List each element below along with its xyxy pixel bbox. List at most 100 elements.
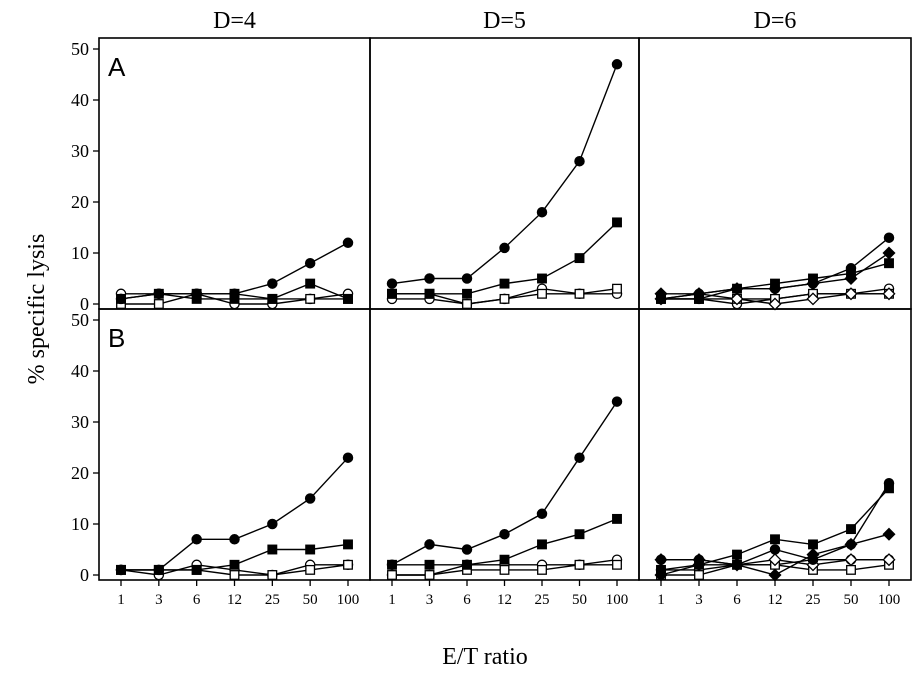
y-tick-label: 50	[71, 39, 89, 59]
data-point-filled-diamond	[882, 246, 896, 260]
data-point-filled-square	[153, 288, 164, 299]
column-title: D=5	[483, 8, 526, 34]
panel-frame	[98, 37, 371, 310]
data-point-filled-square	[537, 539, 547, 550]
x-tick-label: 6	[463, 592, 471, 608]
data-point-filled-diamond	[730, 558, 744, 572]
column-title: D=6	[754, 8, 797, 34]
data-point-filled-square	[153, 564, 164, 575]
x-tick-label: 50	[844, 592, 859, 608]
data-point-open-square	[267, 570, 278, 580]
data-point-filled-square	[424, 559, 435, 570]
data-point-filled-circle	[342, 237, 354, 249]
x-tick-label: 50	[572, 592, 587, 608]
data-point-filled-square	[770, 534, 780, 545]
data-point-filled-circle	[267, 518, 278, 530]
panel-letter: B	[108, 323, 125, 353]
x-tick-label: 1	[388, 592, 396, 608]
x-tick-label: 1	[117, 592, 125, 608]
y-axis-title: % specific lysis	[24, 234, 50, 385]
data-point-open-square	[462, 299, 472, 309]
data-point-filled-circle	[655, 554, 667, 565]
data-point-filled-square	[191, 293, 202, 304]
data-point-filled-square	[229, 559, 240, 570]
panel-B-D=5	[386, 396, 623, 581]
data-point-open-square	[537, 564, 547, 575]
data-point-filled-square	[116, 564, 126, 575]
data-point-filled-square	[612, 217, 622, 228]
data-point-filled-circle	[229, 534, 240, 545]
data-point-filled-circle	[499, 528, 510, 540]
data-point-filled-diamond	[768, 282, 782, 296]
x-tick-label: 100	[606, 592, 629, 608]
data-point-filled-square	[846, 524, 856, 535]
series-line-filled-circle	[391, 401, 618, 566]
data-point-filled-diamond	[844, 271, 858, 286]
x-tick-label: 1	[657, 592, 665, 608]
data-point-filled-diamond	[692, 287, 706, 301]
data-point-filled-square	[808, 539, 818, 550]
y-tick-label: 30	[71, 412, 89, 432]
data-point-open-square	[153, 299, 164, 309]
data-point-filled-square	[462, 559, 472, 570]
data-point-open-diamond	[806, 292, 820, 306]
data-point-filled-circle	[267, 278, 278, 289]
data-point-open-square	[229, 570, 240, 580]
x-tick-label: 25	[265, 592, 280, 608]
panel-B-D=4	[115, 452, 354, 581]
data-point-filled-circle	[424, 273, 435, 284]
data-point-filled-circle	[304, 493, 316, 504]
data-point-filled-square	[387, 559, 397, 570]
panel-A-D=5	[386, 59, 623, 310]
data-point-filled-circle	[536, 206, 548, 218]
x-tick-label: 25	[806, 592, 821, 608]
panel-A-D=6	[654, 232, 896, 311]
data-point-open-square	[387, 570, 397, 580]
data-point-open-diamond	[844, 553, 858, 567]
panel-B-D=6	[654, 477, 896, 582]
data-point-open-square	[846, 564, 856, 575]
data-point-open-diamond	[768, 553, 782, 567]
data-point-filled-diamond	[806, 548, 820, 562]
x-tick-label: 50	[303, 592, 318, 608]
data-point-filled-square	[191, 564, 202, 575]
panel-letter: A	[108, 52, 126, 82]
y-tick-label: 30	[71, 141, 89, 161]
data-point-filled-diamond	[654, 568, 668, 582]
data-point-open-diamond	[730, 292, 744, 306]
data-point-filled-circle	[883, 232, 895, 243]
data-point-filled-square	[499, 554, 510, 565]
data-point-open-diamond	[882, 287, 896, 301]
data-point-open-square	[499, 564, 510, 575]
y-tick-label: 10	[71, 243, 89, 263]
y-tick-label: 40	[71, 361, 89, 381]
data-point-filled-square	[343, 293, 353, 304]
data-point-filled-diamond	[882, 527, 896, 541]
y-tick-label: 40	[71, 90, 89, 110]
data-point-open-square	[305, 293, 316, 304]
data-point-filled-square	[116, 293, 126, 304]
data-point-open-square	[499, 293, 510, 304]
data-point-filled-square	[267, 544, 278, 555]
data-point-filled-square	[424, 288, 435, 299]
x-tick-label: 6	[193, 592, 201, 608]
data-point-filled-square	[229, 293, 240, 304]
data-point-filled-square	[305, 544, 316, 555]
data-point-filled-diamond	[844, 537, 858, 551]
data-point-filled-diamond	[692, 558, 706, 572]
data-point-open-square	[574, 288, 585, 299]
data-point-filled-circle	[461, 544, 473, 555]
data-point-filled-circle	[574, 155, 585, 167]
data-point-filled-square	[267, 293, 278, 304]
data-point-filled-square	[732, 549, 742, 560]
y-tick-label: 20	[71, 192, 89, 212]
data-point-filled-square	[574, 529, 585, 540]
data-point-open-diamond	[844, 287, 858, 301]
data-point-filled-diamond	[730, 282, 744, 296]
data-point-open-square	[305, 564, 316, 575]
x-tick-label: 3	[155, 592, 163, 608]
y-tick-label: 0	[80, 565, 89, 585]
panel-A-D=4	[115, 237, 354, 310]
column-title: D=4	[213, 8, 256, 34]
